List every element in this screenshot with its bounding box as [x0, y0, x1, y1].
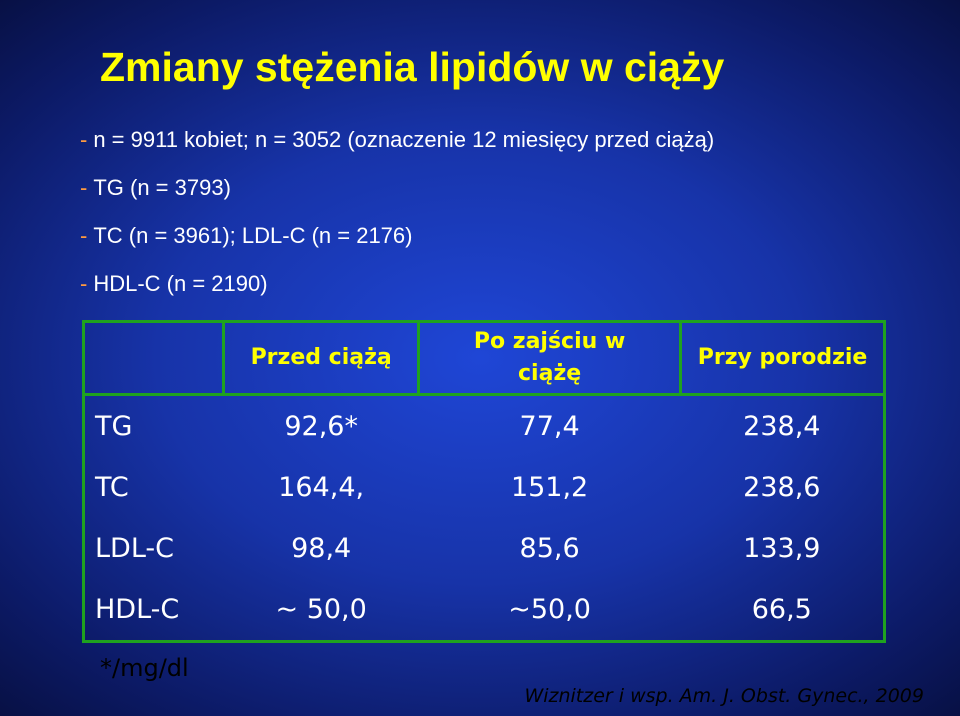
table-cell: 151,2: [510, 472, 589, 504]
table-cell: 85,6: [519, 532, 580, 564]
bullet-item: - TC (n = 3961); LDL-C (n = 2176): [80, 220, 714, 268]
bullet-item: -n = 9911 kobiet; n = 3052 (oznaczenie 1…: [80, 124, 714, 172]
table-cell: 133,9: [743, 532, 821, 564]
row-label: TG: [95, 411, 133, 443]
table-cell: ~50,0: [508, 593, 591, 625]
bullet-text: TG (n = 3793): [93, 175, 231, 200]
bullet-marker: -: [80, 127, 88, 152]
row-label: LDL-C: [95, 532, 174, 564]
bullet-list: -n = 9911 kobiet; n = 3052 (oznaczenie 1…: [80, 124, 714, 316]
table-cell: 98,4: [291, 532, 352, 564]
table-cell: ~ 50,0: [275, 593, 367, 625]
bullet-text: n = 9911 kobiet; n = 3052 (oznaczenie 12…: [93, 127, 715, 152]
footnote: */mg/dl: [100, 654, 189, 682]
table-cell: 77,4: [519, 411, 580, 443]
table-cell: 66,5: [751, 593, 812, 625]
bullet-item: - HDL-C (n = 2190): [80, 268, 714, 316]
row-label: TC: [95, 472, 129, 504]
bullet-marker: -: [80, 223, 88, 248]
bullet-text: TC (n = 3961); LDL-C (n = 2176): [93, 223, 413, 248]
bullet-marker: -: [80, 175, 88, 200]
table-row: LDL-C 98,4 85,6 133,9: [84, 518, 885, 579]
bullet-marker: -: [80, 271, 88, 296]
table-row: TG 92,6* 77,4 238,4: [84, 395, 885, 458]
slide-title: Zmiany stężenia lipidów w ciąży: [100, 44, 725, 90]
header-row: Przed ciążą Po zajściu w ciążę Przy porodz…: [81, 320, 886, 396]
table-row: TC 164,4, 151,2 238,6: [84, 457, 885, 518]
table-cell: 238,6: [743, 472, 821, 504]
data-table: Przed ciążą Po zajściu w ciążę Przy porodz…: [81, 320, 886, 643]
header-cell: Po zajściu w ciążę: [417, 320, 683, 396]
citation: Wiznitzer i wsp. Am. J. Obst. Gynec., 20…: [524, 685, 924, 707]
table-body: TG 92,6* 77,4 238,4 TC 164,4, 151,2 238,6 LDL-C 9…: [84, 395, 885, 642]
table-cell: 92,6*: [284, 411, 358, 443]
bullet-item: - TG (n = 3793): [80, 172, 714, 220]
table-row: HDL-C ~ 50,0 ~50,0 66,5: [84, 579, 885, 642]
table-cell: 164,4,: [278, 472, 365, 504]
header-cell: Przed ciążą: [222, 320, 421, 396]
header-cell: [81, 320, 226, 396]
header-cell: Przy porodzie: [679, 320, 886, 396]
table-cell: 238,4: [743, 411, 821, 443]
bullet-text: HDL-C (n = 2190): [93, 271, 268, 296]
row-label: HDL-C: [95, 593, 180, 625]
